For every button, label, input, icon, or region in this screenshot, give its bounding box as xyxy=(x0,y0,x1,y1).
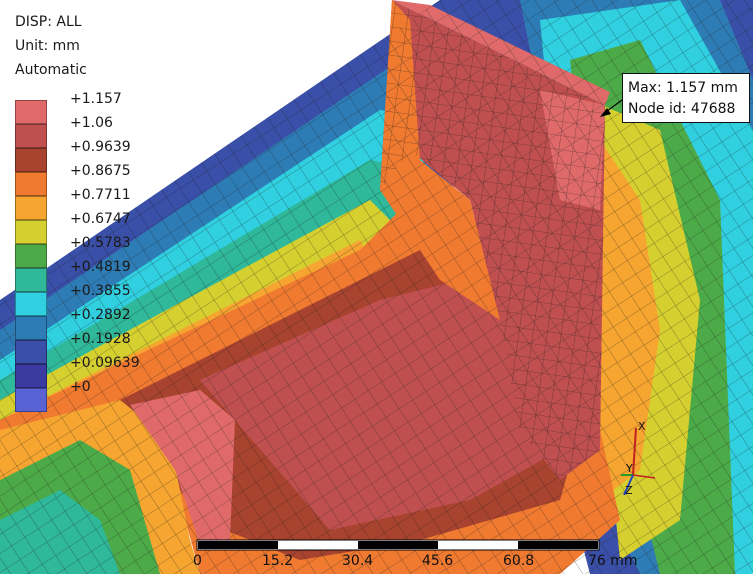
x-axis-tail-line xyxy=(632,474,656,479)
legend-swatch xyxy=(15,316,47,340)
legend-label: +0.2892 xyxy=(70,307,131,323)
legend-swatch xyxy=(15,340,47,364)
legend-label: +0.4819 xyxy=(70,259,131,275)
scale-tick-label: 60.8 xyxy=(503,553,535,569)
scale-tick-label: 76 mm xyxy=(588,553,638,569)
legend-swatch xyxy=(15,292,47,316)
scale-tick-label: 0 xyxy=(193,553,202,569)
scale-tick-label: 15.2 xyxy=(262,553,294,569)
orientation-triad[interactable]: X Y Z xyxy=(621,420,656,497)
tooltip-max: Max: 1.157 mm xyxy=(628,80,738,96)
legend-label: +0.8675 xyxy=(70,163,131,179)
max-value-tooltip: Max: 1.157 mm Node id: 47688 xyxy=(622,73,750,123)
legend-swatch xyxy=(15,172,47,196)
legend-label: +1.157 xyxy=(70,91,122,107)
scale-bar xyxy=(196,539,600,551)
legend-label: +0.6747 xyxy=(70,211,131,227)
scale-tick-label: 45.6 xyxy=(422,553,454,569)
y-axis-label: Y xyxy=(625,462,633,475)
legend-swatch xyxy=(15,124,47,148)
unit-label: Unit: mm xyxy=(15,38,80,54)
z-axis-line xyxy=(623,474,634,496)
legend-label: +0.09639 xyxy=(70,355,140,371)
legend-label: +0.1928 xyxy=(70,331,131,347)
legend-swatch xyxy=(15,196,47,220)
legend-label: +0.7711 xyxy=(70,187,131,203)
legend-swatch xyxy=(15,268,47,292)
legend-label: +0 xyxy=(70,379,91,395)
result-title: DISP: ALL xyxy=(15,14,82,30)
x-axis-label: X xyxy=(638,420,646,433)
legend-swatch xyxy=(15,148,47,172)
legend-swatch xyxy=(15,364,47,388)
tooltip-arrowhead xyxy=(600,108,611,117)
legend-label: +0.5783 xyxy=(70,235,131,251)
z-axis-label: Z xyxy=(625,484,633,497)
legend-label: +0.3855 xyxy=(70,283,131,299)
legend-label: +0.9639 xyxy=(70,139,131,155)
legend-swatch xyxy=(15,100,47,124)
range-mode-label: Automatic xyxy=(15,62,87,78)
legend-swatch xyxy=(15,244,47,268)
legend-label: +1.06 xyxy=(70,115,113,131)
legend-swatch xyxy=(15,388,47,412)
x-axis-line xyxy=(632,427,637,476)
scale-tick-label: 30.4 xyxy=(342,553,374,569)
tooltip-node: Node id: 47688 xyxy=(628,101,736,117)
legend-swatch xyxy=(15,220,47,244)
